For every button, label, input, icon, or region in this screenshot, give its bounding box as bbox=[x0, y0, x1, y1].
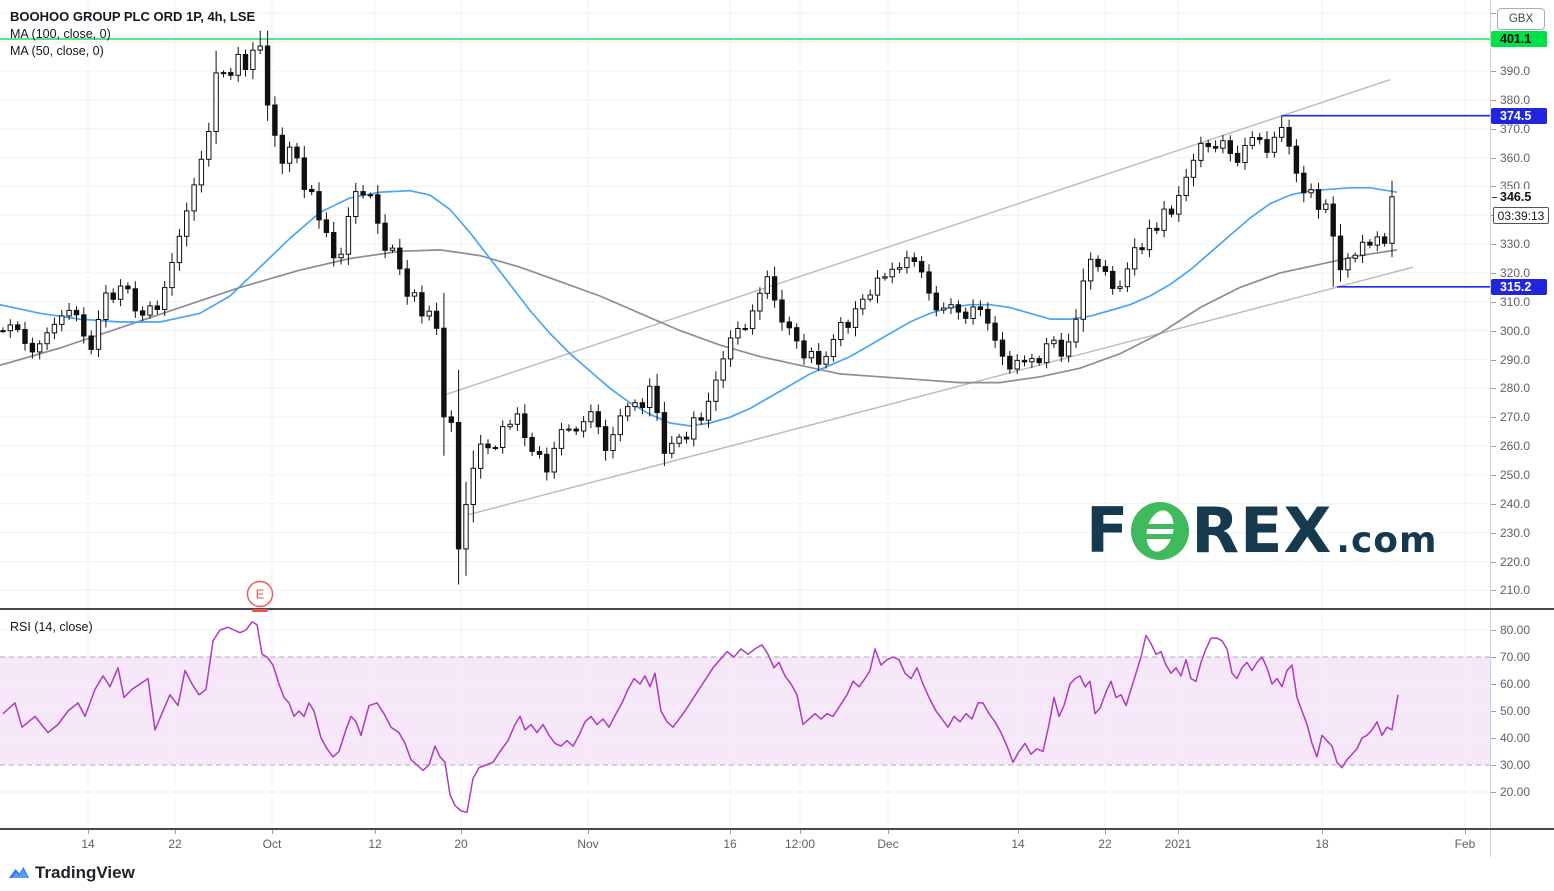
price-tick-220: 220.0 bbox=[1490, 555, 1554, 569]
time-label-20: 20 bbox=[454, 837, 468, 851]
support-level-label: 315.2 bbox=[1491, 279, 1547, 295]
price-chart-canvas[interactable]: E bbox=[0, 0, 1490, 608]
price-tick-210: 210.0 bbox=[1490, 583, 1554, 597]
rsi-panel: RSI (14, close) bbox=[0, 610, 1490, 828]
price-tick-260: 260.0 bbox=[1490, 439, 1554, 453]
price-tick-230: 230.0 bbox=[1490, 526, 1554, 540]
price-tick-380: 380.0 bbox=[1490, 93, 1554, 107]
time-tick-mark bbox=[800, 830, 801, 834]
price-axis-separator bbox=[1490, 0, 1491, 857]
horizontal-levels[interactable] bbox=[0, 38, 1490, 288]
resistance-level-label: 374.5 bbox=[1491, 108, 1547, 124]
time-label-Nov: Nov bbox=[577, 837, 599, 851]
price-axis[interactable]: GBX 410.0400.0390.0380.0370.0360.0350.03… bbox=[1490, 0, 1554, 857]
time-tick-mark bbox=[1018, 830, 1019, 834]
time-tick-mark bbox=[1465, 830, 1466, 834]
time-label-22: 22 bbox=[168, 837, 182, 851]
panel-divider-bottom[interactable] bbox=[0, 828, 1554, 830]
time-label-14: 14 bbox=[81, 837, 95, 851]
price-tick-270: 270.0 bbox=[1490, 410, 1554, 424]
time-label-12:00: 12:00 bbox=[784, 837, 816, 851]
price-tick-240: 240.0 bbox=[1490, 497, 1554, 511]
price-tick-320: 320.0 bbox=[1490, 266, 1554, 280]
candles bbox=[0, 30, 1395, 585]
price-panel: E BOOHOO GROUP PLC ORD 1P, 4h, LSE MA (1… bbox=[0, 0, 1490, 608]
trend-channel[interactable] bbox=[446, 79, 1414, 516]
time-tick-mark bbox=[88, 830, 89, 834]
price-tick-370: 370.0 bbox=[1490, 122, 1554, 136]
rsi-tick-70: 70.00 bbox=[1490, 650, 1554, 664]
forex-watermark: F REX .com bbox=[1086, 498, 1438, 564]
price-tick-330: 330.0 bbox=[1490, 237, 1554, 251]
time-tick-mark bbox=[1105, 830, 1106, 834]
ma100-legend[interactable]: MA (100, close, 0) bbox=[10, 27, 111, 41]
time-tick-mark bbox=[272, 830, 273, 834]
time-label-16: 16 bbox=[723, 837, 737, 851]
rsi-line[interactable] bbox=[2, 621, 1399, 814]
price-tick-280: 280.0 bbox=[1490, 381, 1554, 395]
time-label-22: 22 bbox=[1098, 837, 1112, 851]
time-label-Feb: Feb bbox=[1454, 837, 1476, 851]
price-tick-250: 250.0 bbox=[1490, 468, 1554, 482]
rsi-tick-60: 60.00 bbox=[1490, 677, 1554, 691]
rsi-legend[interactable]: RSI (14, close) bbox=[10, 620, 93, 634]
time-label-12: 12 bbox=[368, 837, 382, 851]
watermark-text-rex: REX bbox=[1191, 494, 1333, 567]
price-tick-300: 300.0 bbox=[1490, 324, 1554, 338]
earnings-marker-clip bbox=[252, 609, 268, 612]
time-tick-mark bbox=[588, 830, 589, 834]
price-tick-360: 360.0 bbox=[1490, 151, 1554, 165]
last-price-label: 346.5 bbox=[1491, 189, 1547, 205]
tradingview-wordmark: TradingView bbox=[35, 863, 135, 882]
time-tick-mark bbox=[888, 830, 889, 834]
chart-legend: BOOHOO GROUP PLC ORD 1P, 4h, LSE MA (100… bbox=[10, 8, 255, 59]
time-axis[interactable]: 14 22 Oct 12 20 Nov 16 12:00 Dec 14 22 2021 18 Feb bbox=[0, 830, 1490, 857]
time-tick-mark bbox=[1178, 830, 1179, 834]
time-tick-mark bbox=[375, 830, 376, 834]
ma50-legend[interactable]: MA (50, close, 0) bbox=[10, 44, 104, 58]
tradingview-logo-icon bbox=[9, 867, 29, 878]
time-label-14: 14 bbox=[1011, 837, 1025, 851]
time-label-18: 18 bbox=[1315, 837, 1329, 851]
rsi-tick-20: 20.00 bbox=[1490, 785, 1554, 799]
time-label-Dec: Dec bbox=[877, 837, 899, 851]
svg-text:E: E bbox=[256, 587, 265, 602]
price-tick-310: 310.0 bbox=[1490, 295, 1554, 309]
rsi-tick-50: 50.00 bbox=[1490, 704, 1554, 718]
rsi-grid bbox=[0, 610, 1490, 828]
rsi-tick-40: 40.00 bbox=[1490, 731, 1554, 745]
time-tick-mark bbox=[175, 830, 176, 834]
watermark-text-com: .com bbox=[1336, 519, 1438, 561]
rsi-chart-canvas[interactable] bbox=[0, 610, 1490, 828]
high-level-label: 401.1 bbox=[1491, 31, 1547, 47]
symbol-title[interactable]: BOOHOO GROUP PLC ORD 1P, 4h, LSE bbox=[10, 9, 256, 24]
bar-countdown: 03:39:13 bbox=[1493, 207, 1549, 224]
tradingview-attribution[interactable]: TradingView bbox=[8, 861, 135, 885]
unit-toggle-button[interactable]: GBX bbox=[1497, 8, 1545, 30]
time-tick-mark bbox=[461, 830, 462, 834]
price-tick-290: 290.0 bbox=[1490, 353, 1554, 367]
panel-divider[interactable] bbox=[0, 608, 1554, 610]
ma-100-line[interactable] bbox=[0, 249, 1398, 384]
time-tick-mark bbox=[730, 830, 731, 834]
rsi-tick-80: 80.00 bbox=[1490, 623, 1554, 637]
price-grid bbox=[0, 0, 1490, 608]
forex-o-icon bbox=[1131, 502, 1190, 560]
watermark-text-f: F bbox=[1086, 494, 1130, 567]
ma-50-line[interactable] bbox=[0, 186, 1398, 427]
time-label-Oct: Oct bbox=[262, 837, 282, 851]
earnings-marker[interactable]: E bbox=[246, 580, 274, 608]
price-tick-390: 390.0 bbox=[1490, 64, 1554, 78]
time-label-2021: 2021 bbox=[1164, 837, 1192, 851]
rsi-tick-30: 30.00 bbox=[1490, 758, 1554, 772]
time-tick-mark bbox=[1322, 830, 1323, 834]
